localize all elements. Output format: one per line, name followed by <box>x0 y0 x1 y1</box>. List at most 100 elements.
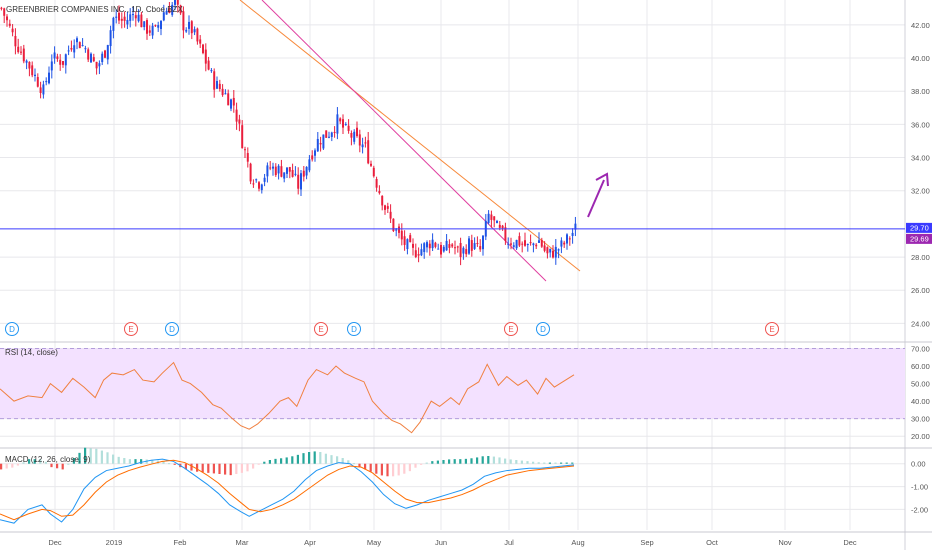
candle-down[interactable] <box>176 0 179 5</box>
earnings-marker[interactable] <box>314 322 328 336</box>
candle-up[interactable] <box>507 243 510 245</box>
candle-down[interactable] <box>521 243 524 245</box>
time-axis[interactable]: Dec 2019 Feb Mar Apr May Jun Jul Aug Sep Oct Nov Dec <box>48 538 857 547</box>
candle-down[interactable] <box>297 174 300 189</box>
candle-up[interactable] <box>462 247 465 254</box>
candle-down[interactable] <box>196 28 199 42</box>
candle-down[interactable] <box>543 245 546 251</box>
candle-up[interactable] <box>442 246 445 252</box>
candle-down[interactable] <box>302 170 305 177</box>
candle-down[interactable] <box>221 88 224 96</box>
candle-down[interactable] <box>291 170 294 177</box>
candle-down[interactable] <box>546 247 549 254</box>
candle-up[interactable] <box>224 93 227 95</box>
candle-up[interactable] <box>574 223 577 230</box>
candle-down[interactable] <box>204 49 207 64</box>
candle-down[interactable] <box>428 243 431 249</box>
candle-down[interactable] <box>3 8 6 16</box>
candle-up[interactable] <box>566 234 568 244</box>
candle-up[interactable] <box>571 232 574 236</box>
candle-down[interactable] <box>454 247 456 249</box>
candle-up[interactable] <box>210 70 213 72</box>
candle-down[interactable] <box>510 243 512 245</box>
price-axis[interactable]: 42.00 40.00 38.00 36.00 34.00 32.00 28.00 26.00… <box>911 21 930 515</box>
candle-down[interactable] <box>8 23 11 26</box>
candle-down[interactable] <box>148 30 151 33</box>
candle-up[interactable] <box>515 239 518 249</box>
candle-down[interactable] <box>118 12 120 21</box>
candle-up[interactable] <box>42 84 45 95</box>
candle-up[interactable] <box>48 72 50 84</box>
candle-up[interactable] <box>308 159 311 171</box>
candle-down[interactable] <box>409 235 412 243</box>
candle-up[interactable] <box>101 53 104 63</box>
trendline-pink[interactable] <box>261 0 547 282</box>
candle-down[interactable] <box>417 254 420 256</box>
arrow-head[interactable] <box>595 172 609 187</box>
candle-down[interactable] <box>218 83 221 90</box>
candle-down[interactable] <box>134 15 137 19</box>
candle-down[interactable] <box>412 243 414 248</box>
candle-up[interactable] <box>137 14 140 22</box>
candle-down[interactable] <box>179 5 182 14</box>
trend-lines[interactable] <box>239 0 581 282</box>
candle-down[interactable] <box>384 205 386 210</box>
candle-down[interactable] <box>568 238 571 240</box>
candle-up[interactable] <box>330 132 333 137</box>
candle-down[interactable] <box>540 239 543 247</box>
candle-up[interactable] <box>84 48 87 50</box>
candle-down[interactable] <box>213 71 216 90</box>
candle-down[interactable] <box>479 246 482 250</box>
candle-up[interactable] <box>45 81 48 83</box>
candle-up[interactable] <box>112 17 115 31</box>
candle-down[interactable] <box>378 190 381 194</box>
trendline-orange[interactable] <box>239 0 581 272</box>
dividend-marker[interactable] <box>347 322 361 336</box>
candle-down[interactable] <box>78 42 81 49</box>
candle-down[interactable] <box>14 35 17 47</box>
candle-up[interactable] <box>336 114 339 134</box>
candle-down[interactable] <box>470 240 473 251</box>
candle-down[interactable] <box>202 44 204 54</box>
candle-down[interactable] <box>552 250 554 258</box>
candle-up[interactable] <box>53 52 56 59</box>
candle-up[interactable] <box>316 138 319 152</box>
candle-down[interactable] <box>501 225 504 229</box>
candle-down[interactable] <box>451 244 454 247</box>
candle-down[interactable] <box>524 240 526 246</box>
candle-down[interactable] <box>258 182 260 189</box>
candle-up[interactable] <box>106 45 109 60</box>
candle-up[interactable] <box>557 249 560 251</box>
candle-down[interactable] <box>493 216 496 221</box>
candle-up[interactable] <box>344 124 347 126</box>
candle-up[interactable] <box>132 14 134 16</box>
candle-down[interactable] <box>154 25 157 27</box>
candle-down[interactable] <box>381 195 384 206</box>
candle-up[interactable] <box>300 173 302 190</box>
candle-down[interactable] <box>375 178 378 188</box>
candle-up[interactable] <box>538 240 540 243</box>
candle-down[interactable] <box>20 51 22 53</box>
candle-down[interactable] <box>22 48 25 62</box>
candle-down[interactable] <box>563 242 566 245</box>
candle-down[interactable] <box>347 125 350 131</box>
earnings-marker[interactable] <box>504 322 518 336</box>
candle-down[interactable] <box>199 39 202 44</box>
dividend-marker[interactable] <box>5 322 19 336</box>
candle-up[interactable] <box>165 10 168 15</box>
candle-down[interactable] <box>95 61 98 69</box>
candle-up[interactable] <box>129 14 132 21</box>
candle-up[interactable] <box>260 184 263 191</box>
candle-down[interactable] <box>87 49 90 60</box>
candle-down[interactable] <box>190 21 193 34</box>
candle-down[interactable] <box>400 230 403 240</box>
candle-down[interactable] <box>11 28 14 33</box>
candle-down[interactable] <box>490 214 493 220</box>
candle-up[interactable] <box>445 240 448 251</box>
candle-down[interactable] <box>182 11 185 31</box>
candle-up[interactable] <box>487 213 490 223</box>
candle-down[interactable] <box>311 155 314 160</box>
annotation-arrow[interactable] <box>587 172 609 218</box>
candle-up[interactable] <box>90 53 92 63</box>
